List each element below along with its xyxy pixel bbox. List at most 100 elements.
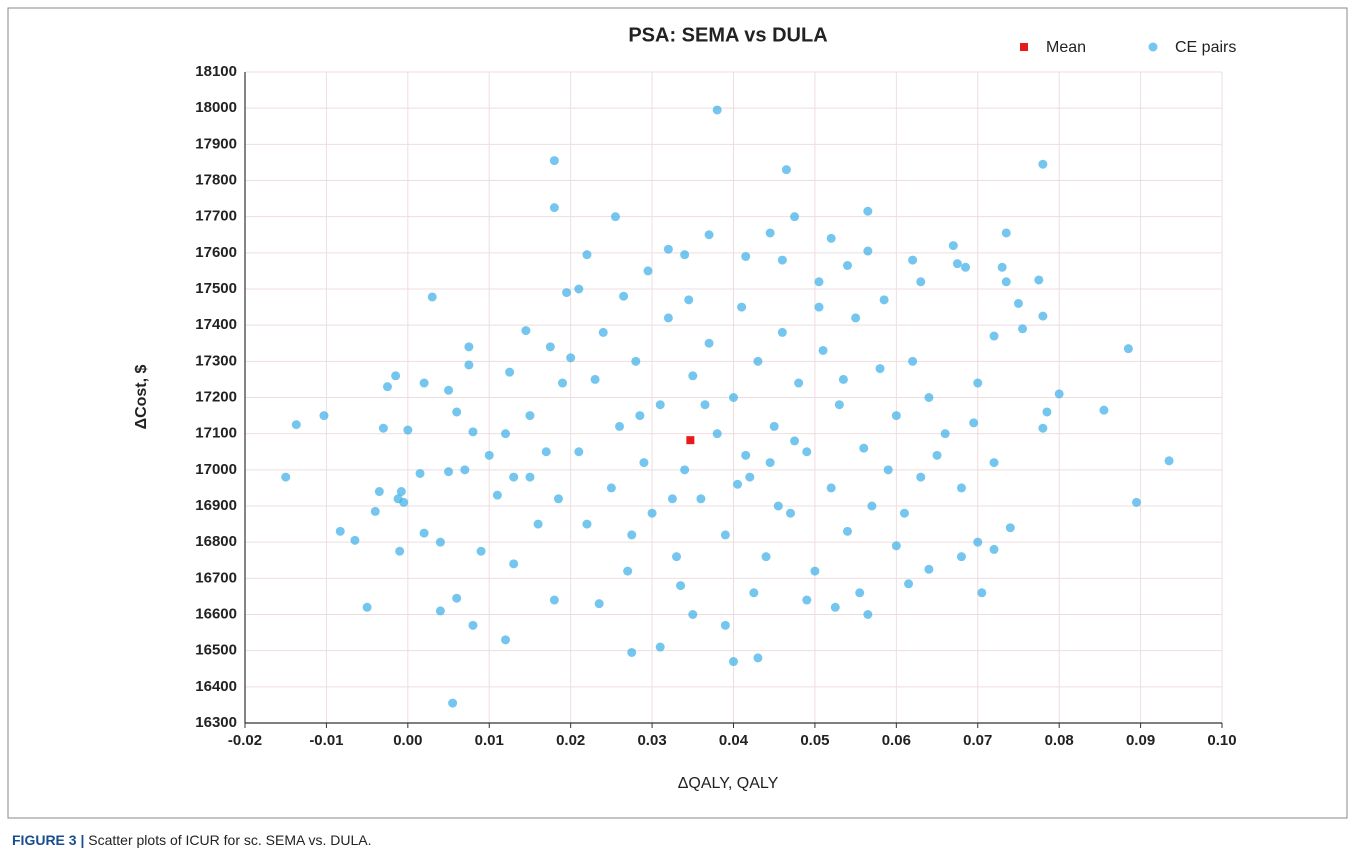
ce-point xyxy=(362,602,372,612)
ce-point xyxy=(997,262,1007,272)
ce-point xyxy=(875,364,885,374)
ce-point xyxy=(842,260,852,270)
ce-point xyxy=(924,564,934,574)
ce-point xyxy=(672,552,682,562)
ce-point xyxy=(940,429,950,439)
ce-point xyxy=(769,421,779,431)
ce-point xyxy=(765,458,775,468)
ce-point xyxy=(1132,497,1142,507)
ce-point xyxy=(684,295,694,305)
y-tick-label: 16800 xyxy=(195,533,237,550)
ce-point xyxy=(1042,407,1052,417)
ce-point xyxy=(663,244,673,254)
ce-point xyxy=(623,566,633,576)
x-tick-label: 0.03 xyxy=(637,732,666,749)
y-tick-label: 16600 xyxy=(195,605,237,622)
ce-point xyxy=(932,450,942,460)
ce-point xyxy=(676,581,686,591)
x-tick-label: 0.00 xyxy=(393,732,422,749)
x-tick-label: 0.07 xyxy=(963,732,992,749)
ce-point xyxy=(838,374,848,384)
y-tick-label: 17500 xyxy=(195,280,237,297)
ce-point xyxy=(826,483,836,493)
ce-point xyxy=(635,411,645,421)
ce-point xyxy=(688,371,698,381)
ce-point xyxy=(680,250,690,260)
ce-point xyxy=(802,595,812,605)
ce-point xyxy=(553,494,563,504)
ce-point xyxy=(319,411,329,421)
ce-point xyxy=(549,156,559,166)
ce-point xyxy=(562,288,572,298)
x-tick-label: -0.01 xyxy=(309,732,343,749)
ce-point xyxy=(415,468,425,478)
ce-point xyxy=(610,212,620,222)
ce-point xyxy=(777,255,787,265)
ce-point xyxy=(452,407,462,417)
ce-point xyxy=(1001,277,1011,287)
ce-point xyxy=(419,378,429,388)
ce-point xyxy=(879,295,889,305)
y-tick-label: 18000 xyxy=(195,99,237,116)
ce-point xyxy=(525,472,535,482)
ce-point xyxy=(720,530,730,540)
ce-point xyxy=(688,610,698,619)
legend-marker xyxy=(1020,43,1028,51)
y-tick-label: 17300 xyxy=(195,352,237,369)
ce-point xyxy=(619,291,629,301)
ce-point xyxy=(452,593,462,603)
ce-point xyxy=(741,251,751,261)
ce-point xyxy=(484,450,494,460)
ce-point xyxy=(1038,311,1048,321)
x-tick-label: 0.04 xyxy=(719,732,749,749)
ce-point xyxy=(704,230,714,240)
ce-point xyxy=(335,526,345,536)
ce-point xyxy=(444,385,454,395)
ce-point xyxy=(549,595,559,605)
ce-point xyxy=(891,411,901,421)
ce-point xyxy=(566,353,576,363)
ce-point xyxy=(1099,405,1109,415)
ce-point xyxy=(667,494,677,504)
ce-point xyxy=(741,450,751,460)
x-tick-label: 0.10 xyxy=(1207,732,1236,749)
ce-point xyxy=(574,447,584,457)
ce-point xyxy=(647,508,657,518)
ce-point xyxy=(521,326,531,336)
ce-point xyxy=(891,541,901,551)
ce-point xyxy=(908,356,918,366)
ce-point xyxy=(1005,523,1015,533)
ce-point xyxy=(989,458,999,468)
ce-point xyxy=(948,241,958,251)
ce-point xyxy=(391,371,401,381)
ce-point xyxy=(615,421,625,431)
ce-point xyxy=(533,519,543,529)
x-tick-label: 0.05 xyxy=(800,732,829,749)
x-tick-label: 0.02 xyxy=(556,732,585,749)
ce-point xyxy=(749,588,759,598)
y-tick-label: 18100 xyxy=(195,63,237,80)
ce-point xyxy=(370,506,380,516)
ce-point xyxy=(281,472,291,482)
ce-point xyxy=(509,559,519,569)
caption: FIGURE 3 | Scatter plots of ICUR for sc.… xyxy=(12,832,371,848)
ce-point xyxy=(781,165,791,175)
ce-point xyxy=(1038,423,1048,433)
y-tick-label: 16300 xyxy=(195,714,237,731)
ce-point xyxy=(509,472,519,482)
ce-point xyxy=(627,647,637,657)
ce-point xyxy=(704,338,714,348)
x-tick-label: -0.02 xyxy=(228,732,262,749)
chart-title: PSA: SEMA vs DULA xyxy=(628,24,827,46)
ce-point xyxy=(765,228,775,238)
caption-text: Scatter plots of ICUR for sc. SEMA vs. D… xyxy=(88,832,371,848)
ce-point xyxy=(382,382,392,392)
ce-point xyxy=(492,490,502,500)
mean-point xyxy=(686,436,695,445)
ce-point xyxy=(753,653,763,663)
ce-point xyxy=(374,487,384,497)
ce-point xyxy=(639,458,649,468)
ce-point xyxy=(378,423,388,433)
ce-point xyxy=(956,552,966,562)
